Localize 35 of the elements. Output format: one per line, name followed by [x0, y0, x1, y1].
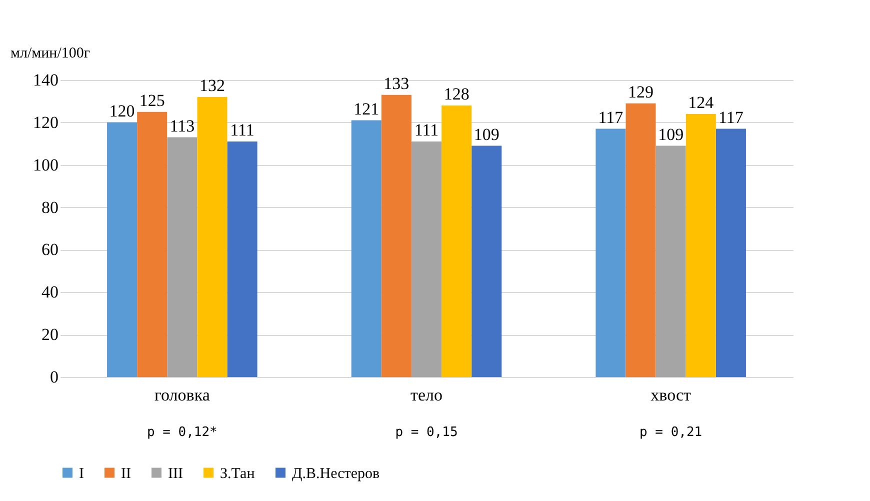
data-label: 117 [718, 108, 744, 127]
legend-label: I [79, 466, 84, 482]
text: p = 0,15 [395, 425, 458, 440]
legend-label: З.Тан [220, 466, 255, 482]
data-label: 111 [230, 120, 254, 140]
text: p = 0,12* [146, 425, 218, 440]
text: p = 0,21 [640, 425, 702, 440]
legend-label: Д.В.Нестеров [292, 466, 380, 482]
data-label: 129 [628, 82, 654, 102]
y-tick-label: 120 [33, 112, 58, 132]
y-tick-label: 100 [33, 155, 58, 174]
data-label: 109 [474, 124, 500, 144]
y-axis-title: мл/мин/100г [10, 46, 90, 62]
data-label: 117 [598, 108, 624, 127]
data-label: 120 [109, 101, 135, 120]
data-label: 111 [414, 120, 439, 140]
data-label: 128 [444, 84, 470, 104]
data-label: 109 [658, 124, 684, 144]
y-tick-label: 0 [50, 368, 58, 386]
x-tick-label: хвост [650, 386, 692, 404]
data-label: 121 [354, 99, 380, 118]
data-label: 124 [688, 92, 714, 112]
y-tick-label: 60 [42, 240, 58, 260]
legend-label: III [168, 466, 183, 482]
data-label: 125 [139, 90, 165, 110]
y-tick-label: 140 [33, 70, 58, 90]
legend-label: II [121, 466, 131, 482]
y-tick-label: 20 [42, 325, 58, 344]
x-tick-label: головка [154, 386, 210, 404]
data-label: 132 [199, 76, 225, 95]
data-label: 133 [384, 74, 410, 93]
y-tick-label: 40 [42, 282, 58, 302]
x-tick-label: тело [410, 386, 442, 404]
data-label: 113 [170, 116, 195, 136]
y-tick-label: 80 [42, 198, 58, 217]
